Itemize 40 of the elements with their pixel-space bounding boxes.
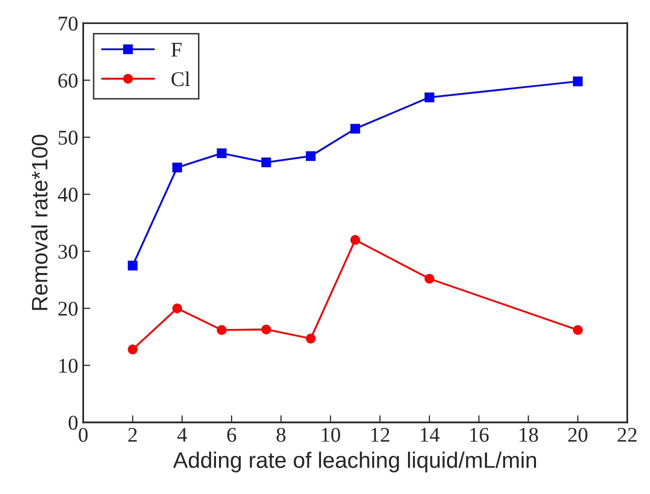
point	[424, 274, 434, 284]
point	[424, 92, 434, 102]
point	[172, 303, 182, 314]
y-tick-label: 30	[58, 244, 78, 259]
y-tick-label: 50	[58, 130, 78, 145]
x-tick-label: 10	[322, 428, 340, 442]
legend-label: F	[171, 42, 182, 57]
x-tick-label: 22	[618, 428, 637, 442]
x-axis-title: Adding rate of leaching liquid/mL/min	[173, 452, 536, 472]
x-tick-label: 6	[227, 428, 236, 442]
x-tick-label: 16	[470, 428, 489, 442]
point	[216, 148, 227, 158]
y-tick-label: 60	[58, 74, 78, 88]
y-tick-label: 10	[59, 358, 78, 373]
y-tick-label: 20	[58, 302, 78, 316]
point	[261, 324, 272, 334]
point	[572, 76, 583, 86]
x-tick-label: 20	[568, 428, 588, 442]
point	[572, 325, 583, 335]
point	[306, 334, 316, 344]
x-tick-label: 12	[371, 428, 390, 442]
y-tick-label: 0	[68, 416, 78, 430]
y-tick-label: 70	[58, 16, 78, 31]
point	[128, 260, 138, 270]
point	[261, 157, 272, 168]
point	[216, 325, 227, 335]
x-tick-label: 18	[520, 428, 538, 442]
point	[306, 151, 316, 161]
x-tick-label: 4	[177, 428, 187, 442]
x-tick-label: 0	[78, 428, 88, 442]
point	[350, 124, 360, 134]
x-tick-label: 8	[276, 428, 286, 442]
point	[350, 235, 360, 245]
y-tick-label: 40	[58, 188, 78, 202]
point	[128, 344, 138, 354]
legend-label: Cl	[172, 72, 190, 86]
y-axis-title: Removal rate*100	[31, 134, 48, 310]
x-tick-label: 2	[128, 428, 137, 442]
point	[172, 162, 182, 172]
x-tick-label: 14	[420, 428, 440, 442]
